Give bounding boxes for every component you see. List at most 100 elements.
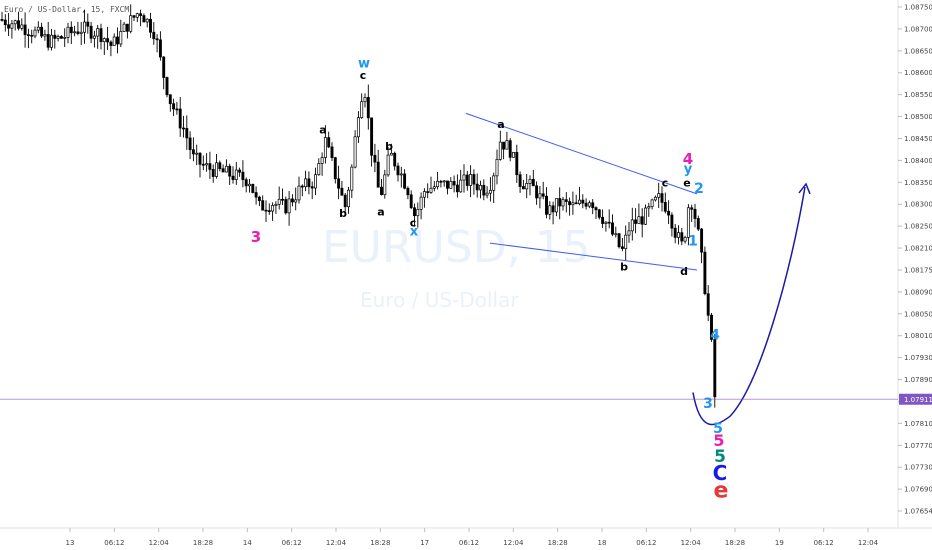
candle (449, 177, 453, 189)
price-tick-label: 1.08450 (904, 135, 932, 143)
price-tick-label: 1.07890 (904, 376, 932, 384)
candle (310, 181, 314, 200)
candle (36, 21, 40, 34)
candle (244, 177, 248, 193)
wave-label: 1 (688, 233, 698, 249)
price-tick-label: 1.08300 (904, 201, 932, 209)
candle (102, 37, 106, 55)
wave-label: c (410, 217, 417, 230)
candle (710, 312, 713, 342)
candle (667, 200, 671, 225)
candle (644, 204, 647, 226)
candle (581, 194, 585, 209)
time-axis[interactable]: 13 06:12 12:04 18:28 14 06:12 12:04 18:28 17 06:1… (66, 528, 879, 547)
candle (535, 181, 539, 205)
wave-label: c (662, 176, 669, 189)
time-tick-label: 14 (243, 539, 252, 547)
candle (406, 186, 410, 200)
candles (0, 4, 717, 408)
candle (218, 160, 222, 172)
candle (261, 195, 265, 211)
candle (568, 197, 572, 216)
candle (106, 26, 110, 50)
candle (386, 147, 390, 177)
candle (713, 333, 717, 408)
trendline-upper[interactable] (465, 112, 698, 195)
candle (79, 21, 83, 46)
last-price-tag (899, 393, 932, 405)
candle (389, 143, 393, 156)
candle (683, 235, 687, 244)
wave-label: e (714, 479, 729, 504)
candle (366, 84, 370, 130)
wave-label: c (360, 69, 367, 82)
trendline-lower[interactable] (489, 242, 698, 271)
candle (191, 137, 195, 162)
candle (248, 178, 251, 193)
candle (482, 179, 486, 201)
candle (422, 188, 426, 208)
projection-curve[interactable] (692, 186, 806, 426)
watermark-symbol: EURUSD, 15 (322, 222, 591, 273)
candle (231, 166, 235, 184)
price-tick-label: 1.08175 (904, 266, 932, 274)
candle (172, 98, 176, 117)
candle (459, 169, 463, 193)
candle (271, 202, 275, 221)
candle (657, 182, 661, 209)
candle (300, 184, 304, 197)
candle (76, 21, 80, 36)
candle (442, 180, 446, 187)
wave-label: 2 (694, 181, 704, 197)
candle (59, 35, 63, 39)
time-tick-label: 06:12 (636, 539, 656, 547)
candle (201, 155, 205, 171)
candle (432, 181, 436, 192)
candle (383, 169, 387, 199)
candle (317, 158, 321, 176)
candle (363, 93, 367, 108)
wave-label: b (385, 140, 393, 153)
candle (455, 174, 459, 198)
candle (538, 185, 542, 209)
candle (56, 34, 60, 42)
candle (0, 11, 4, 22)
candle (251, 183, 255, 194)
candle (10, 19, 14, 39)
watermark: EURUSD, 15 Euro / US-Dollar (322, 222, 591, 312)
candle (551, 201, 555, 225)
price-axis[interactable]: 1.08750 1.08700 1.08650 1.08600 1.08550 1.085… (898, 4, 932, 516)
price-tick-label: 1.08010 (904, 332, 932, 340)
time-tick-label: 18:28 (193, 539, 213, 547)
candle (426, 183, 430, 199)
candle (584, 198, 588, 210)
candle (277, 186, 281, 210)
candle (69, 21, 73, 45)
candle (274, 201, 278, 214)
candle (340, 180, 344, 196)
candle (429, 176, 433, 194)
candle (512, 151, 515, 158)
candle (175, 101, 179, 115)
candle (33, 26, 37, 39)
candle (396, 162, 400, 182)
candle (409, 190, 413, 210)
candle (373, 143, 377, 173)
wave-label: 3 (703, 396, 713, 412)
wave-label: a (319, 124, 326, 137)
candle (630, 207, 634, 241)
candle (706, 285, 710, 321)
wave-label: y (684, 162, 693, 177)
candle (205, 153, 209, 172)
candle (578, 186, 581, 206)
time-tick-label: 12:04 (681, 539, 702, 547)
candle (314, 167, 317, 196)
candle (574, 194, 578, 205)
candle (548, 201, 552, 220)
candle (337, 165, 341, 200)
wave-label: 5 (714, 447, 726, 467)
candle (399, 166, 403, 188)
candle (700, 227, 704, 264)
candle (416, 202, 420, 228)
